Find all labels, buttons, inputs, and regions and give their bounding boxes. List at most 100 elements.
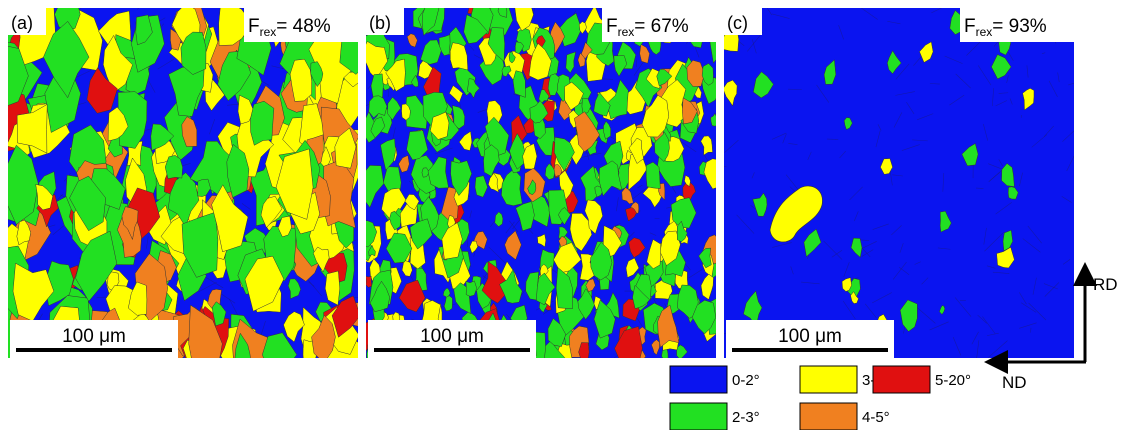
fraction-symbol: F — [606, 16, 618, 37]
grain — [593, 91, 611, 117]
grain — [553, 164, 563, 178]
fraction-value: = 67% — [634, 16, 689, 37]
fraction-text: Frex= 93% — [964, 16, 1047, 39]
legend-label: 4-5° — [862, 409, 890, 426]
nd-label: ND — [1002, 373, 1027, 392]
grain — [250, 100, 275, 146]
fraction-subscript: rex — [976, 25, 993, 39]
grain — [843, 117, 853, 130]
grain — [684, 174, 691, 187]
grain — [682, 181, 696, 203]
grain — [389, 210, 402, 231]
grain — [565, 51, 577, 74]
grain — [499, 268, 523, 304]
grain-boundary — [937, 247, 951, 250]
grain — [558, 207, 571, 226]
grain-boundary — [906, 101, 915, 115]
legend-swatch — [799, 365, 858, 394]
grain — [628, 237, 646, 258]
grain-boundary — [505, 221, 515, 234]
grain — [686, 60, 705, 87]
grain-boundary — [998, 92, 1009, 94]
grain — [603, 120, 611, 140]
grain-boundary — [843, 262, 850, 277]
grain-boundary — [983, 123, 989, 141]
grain — [527, 179, 537, 195]
grain — [366, 165, 385, 209]
grain — [35, 184, 54, 211]
grain — [635, 274, 652, 301]
grain-boundary — [986, 265, 996, 269]
grain — [516, 27, 532, 53]
label-box — [366, 8, 404, 35]
grain — [441, 222, 463, 260]
grain-boundary — [76, 8, 82, 13]
grain — [646, 239, 661, 270]
grain — [691, 299, 716, 335]
grain — [8, 46, 29, 106]
grain — [509, 132, 525, 170]
map — [366, 8, 716, 358]
grain — [514, 8, 534, 32]
grain — [724, 79, 738, 107]
grain-boundary — [1019, 292, 1027, 305]
fraction-value: = 93% — [992, 16, 1047, 37]
grain — [752, 192, 768, 217]
grain — [501, 168, 523, 206]
grain — [880, 158, 893, 175]
grain — [528, 42, 552, 81]
grain — [406, 130, 429, 161]
grain-boundary — [1044, 282, 1060, 297]
grain-boundary — [1048, 80, 1058, 98]
grain — [16, 103, 48, 154]
panel-label: (a) — [11, 13, 33, 33]
grain-boundary — [782, 133, 787, 144]
grain-boundary — [147, 79, 156, 93]
fraction-text: Frex= 67% — [606, 16, 689, 39]
legend-swatch — [872, 365, 931, 394]
grain — [850, 237, 863, 258]
grain-boundary — [209, 119, 216, 135]
grain-boundary — [1008, 51, 1014, 61]
grain-boundary — [509, 220, 519, 233]
grain — [12, 262, 55, 322]
grain-boundary — [585, 150, 590, 160]
grain — [494, 211, 504, 227]
grain — [700, 273, 714, 300]
grain — [547, 73, 560, 96]
fraction-box — [602, 8, 716, 42]
grain — [1022, 88, 1035, 111]
grain — [659, 230, 681, 266]
grain-boundary — [1062, 130, 1074, 142]
grain — [614, 326, 643, 358]
grain — [887, 50, 902, 75]
grain-boundary — [831, 250, 843, 258]
grain-boundary — [724, 139, 739, 153]
grain — [398, 155, 410, 173]
grain-boundary — [633, 60, 645, 76]
grain — [16, 219, 31, 246]
grain — [211, 301, 227, 327]
grain — [368, 95, 388, 119]
grain — [574, 111, 600, 153]
map — [8, 8, 358, 358]
grain-boundary — [616, 197, 619, 212]
grain — [701, 63, 714, 86]
grain — [599, 160, 623, 197]
label-box — [8, 8, 46, 35]
grain — [197, 178, 211, 197]
grain — [581, 41, 593, 60]
grain — [621, 187, 634, 205]
grain — [823, 59, 837, 85]
grain — [427, 156, 449, 189]
grain-boundary — [715, 139, 716, 142]
grain-boundary — [984, 232, 1004, 252]
fraction-symbol: F — [248, 16, 260, 37]
grain — [188, 304, 223, 358]
grain — [368, 244, 376, 257]
grain — [469, 240, 478, 254]
grain — [451, 105, 465, 130]
grain-boundary — [864, 303, 877, 319]
legend-swatch — [669, 365, 728, 394]
grain — [487, 27, 505, 62]
